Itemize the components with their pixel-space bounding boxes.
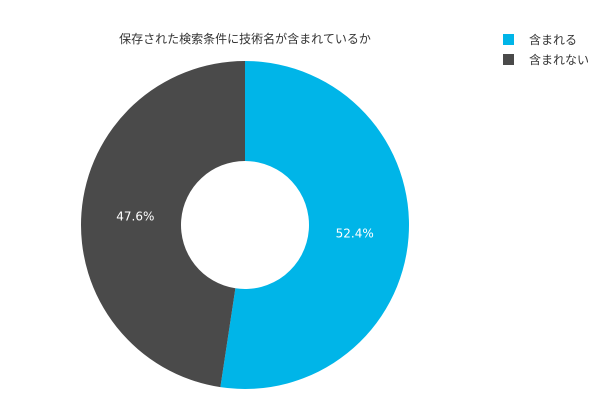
slice-label-included: 52.4% — [336, 226, 374, 240]
legend-swatch-included — [503, 33, 514, 45]
legend-label-included: 含まれる — [529, 32, 578, 47]
legend: 含まれる 含まれない — [503, 32, 589, 72]
legend-item-included[interactable]: 含まれる — [503, 32, 589, 47]
slice-not-included[interactable] — [81, 61, 246, 388]
legend-swatch-not-included — [503, 53, 514, 65]
slice-included[interactable] — [220, 61, 410, 389]
chart-title: 保存された検索条件に技術名が含まれているか — [119, 32, 371, 46]
legend-item-not-included[interactable]: 含まれない — [503, 52, 590, 67]
slice-label-not-included: 47.6% — [116, 210, 154, 224]
legend-label-not-included: 含まれない — [529, 52, 590, 67]
